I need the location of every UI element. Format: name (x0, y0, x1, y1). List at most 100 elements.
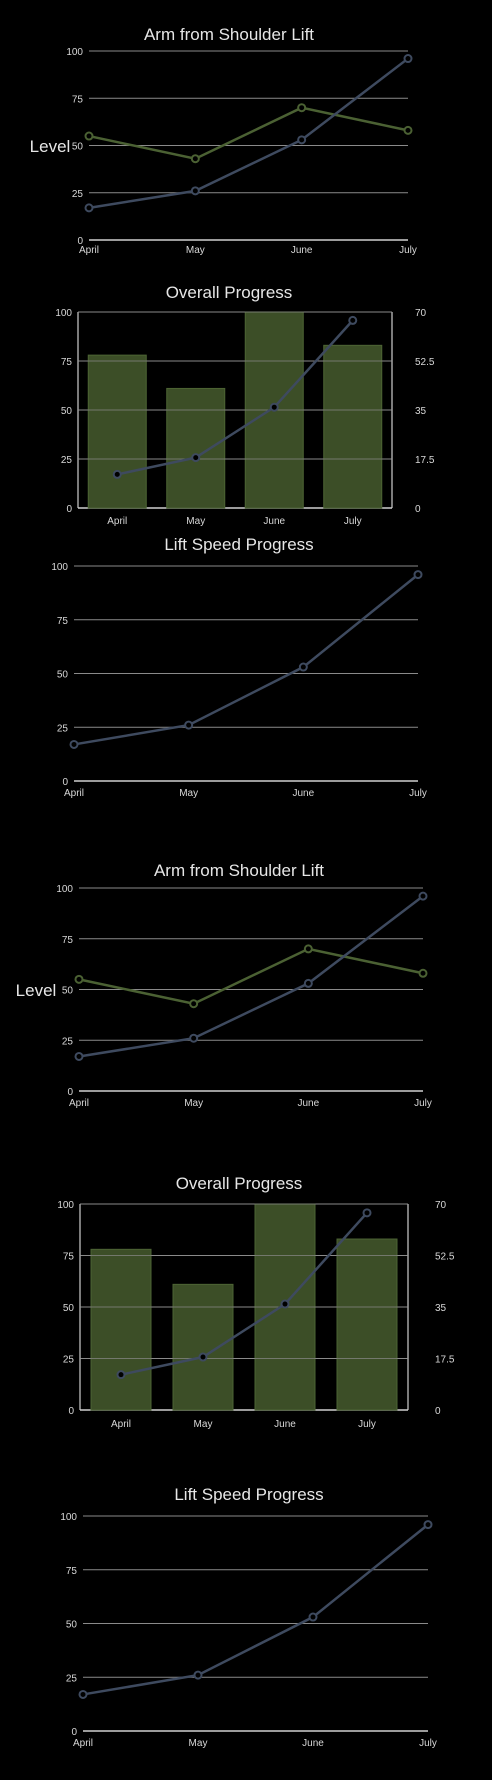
series-line (78, 895, 424, 1058)
y-tick-label: 25 (57, 723, 69, 734)
y2-tick-label: 35 (435, 1303, 447, 1314)
x-tick-label: June (297, 1098, 319, 1109)
y-tick-label: 0 (68, 1406, 74, 1417)
x-tick-label: April (64, 788, 84, 799)
x-tick-label: July (414, 1098, 432, 1109)
data-point (198, 1352, 208, 1362)
x-tick-label: April (69, 1098, 89, 1109)
y-tick-label: 100 (60, 1512, 77, 1523)
data-point (297, 135, 307, 145)
x-tick-label: May (194, 1419, 213, 1430)
y-tick-label: 0 (66, 504, 72, 515)
y2-tick-label: 35 (415, 406, 427, 417)
series-line (82, 1523, 429, 1696)
data-point (74, 974, 84, 984)
y2-tick-label: 70 (415, 308, 427, 319)
data-point (413, 570, 423, 580)
x-tick-label: May (186, 245, 205, 256)
x-tick-label: May (184, 1098, 203, 1109)
y-tick-label: 0 (67, 1087, 73, 1098)
x-tick-label: July (399, 245, 417, 256)
x-tick-label: June (291, 245, 313, 256)
data-point (190, 154, 200, 164)
x-tick-label: July (419, 1738, 437, 1749)
data-point (78, 1689, 88, 1699)
x-tick-label: June (292, 788, 314, 799)
x-tick-label: July (358, 1419, 376, 1430)
data-point (403, 54, 413, 64)
chart-title: Arm from Shoulder Lift (144, 25, 314, 44)
data-point (418, 891, 428, 901)
data-point (297, 103, 307, 113)
data-point (191, 453, 201, 463)
y-tick-label: 50 (62, 986, 74, 997)
x-tick-label: June (274, 1419, 296, 1430)
data-point (348, 315, 358, 325)
bar (323, 344, 383, 509)
x-tick-label: April (107, 516, 127, 527)
x-tick-label: June (302, 1738, 324, 1749)
x-tick-label: July (344, 516, 362, 527)
y-tick-label: 50 (61, 406, 73, 417)
y2-tick-label: 17.5 (435, 1355, 455, 1366)
series-line (120, 1211, 368, 1376)
data-point (303, 944, 313, 954)
y-tick-label: 100 (57, 1200, 74, 1211)
data-point (193, 1670, 203, 1680)
bar (90, 1248, 152, 1411)
y-tick-label: 25 (63, 1355, 75, 1366)
data-point (362, 1208, 372, 1218)
y-tick-label: 75 (57, 616, 69, 627)
data-point (418, 968, 428, 978)
chart-title: Lift Speed Progress (174, 1485, 323, 1504)
data-point (74, 1051, 84, 1061)
y-tick-label: 0 (62, 777, 68, 788)
data-point (308, 1612, 318, 1622)
series-line (88, 57, 409, 210)
x-tick-label: April (111, 1419, 131, 1430)
bar (336, 1238, 398, 1411)
data-point (303, 978, 313, 988)
y2-tick-label: 0 (435, 1406, 441, 1417)
x-tick-label: April (73, 1738, 93, 1749)
data-point (112, 469, 122, 479)
x-tick-label: April (79, 245, 99, 256)
y-tick-label: 75 (66, 1566, 78, 1577)
data-point (84, 203, 94, 213)
x-tick-label: July (409, 788, 427, 799)
y-tick-label: 25 (66, 1673, 78, 1684)
y-axis-label: Level (30, 137, 71, 156)
y2-tick-label: 0 (415, 504, 421, 515)
y-tick-label: 50 (63, 1303, 75, 1314)
y-tick-label: 100 (55, 308, 72, 319)
y2-tick-label: 52.5 (435, 1252, 455, 1263)
y-axis-label: Level (16, 981, 57, 1000)
y-tick-label: 75 (62, 935, 74, 946)
y2-tick-label: 17.5 (415, 455, 435, 466)
bar (166, 387, 226, 509)
y-tick-label: 75 (63, 1252, 75, 1263)
y-tick-label: 100 (66, 47, 83, 58)
chart-title: Overall Progress (166, 283, 293, 302)
y-tick-label: 100 (56, 884, 73, 895)
chart-title: Lift Speed Progress (164, 535, 313, 554)
series-line (78, 947, 424, 1006)
series-line (116, 319, 354, 476)
y-tick-label: 75 (61, 357, 73, 368)
y-tick-label: 25 (61, 455, 73, 466)
x-tick-label: May (179, 788, 198, 799)
chart-title: Overall Progress (176, 1174, 303, 1193)
data-point (423, 1520, 433, 1530)
y-tick-label: 25 (72, 189, 84, 200)
y-tick-label: 50 (72, 142, 84, 153)
x-tick-label: June (263, 516, 285, 527)
data-point (116, 1370, 126, 1380)
data-point (190, 186, 200, 196)
y-tick-label: 50 (66, 1620, 78, 1631)
data-point (298, 662, 308, 672)
y-tick-label: 0 (71, 1727, 77, 1738)
y-tick-label: 0 (77, 236, 83, 247)
y-tick-label: 75 (72, 94, 84, 105)
x-tick-label: May (186, 516, 205, 527)
